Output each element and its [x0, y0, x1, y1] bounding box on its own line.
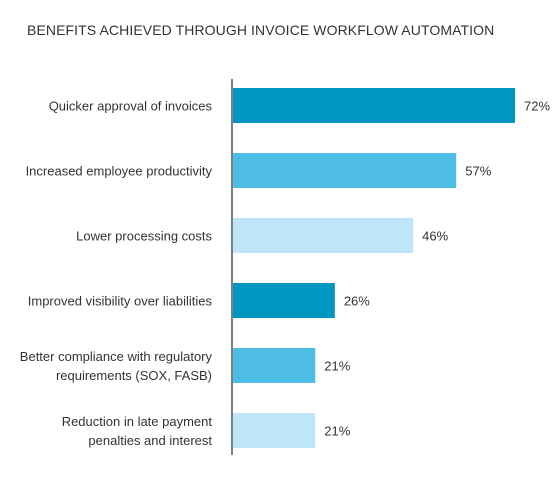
- bar-6: [233, 413, 316, 448]
- category-label-5-line-1: Better compliance with regulatory: [20, 349, 213, 364]
- category-label-1: Quicker approval of invoices: [49, 99, 213, 114]
- data-label-6: 21%: [324, 424, 350, 439]
- category-label-5-line-2: requirements (SOX, FASB): [56, 368, 212, 383]
- category-label-6-line-2: penalties and interest: [88, 433, 212, 448]
- category-label-2: Increased employee productivity: [26, 164, 213, 179]
- bar-1: [233, 88, 515, 123]
- bar-4: [233, 283, 335, 318]
- category-label-4: Improved visibility over liabilities: [28, 294, 213, 309]
- data-label-1: 72%: [524, 99, 550, 114]
- bar-2: [233, 153, 457, 188]
- category-label-6-line-1: Reduction in late payment: [62, 414, 213, 429]
- chart-title: BENEFITS ACHIEVED THROUGH INVOICE WORKFL…: [27, 22, 495, 38]
- data-label-5: 21%: [324, 359, 350, 374]
- data-label-3: 46%: [422, 229, 448, 244]
- bar-3: [233, 218, 414, 253]
- category-label-3: Lower processing costs: [76, 229, 212, 244]
- data-label-4: 26%: [344, 294, 370, 309]
- data-label-2: 57%: [465, 164, 491, 179]
- bar-5: [233, 348, 316, 383]
